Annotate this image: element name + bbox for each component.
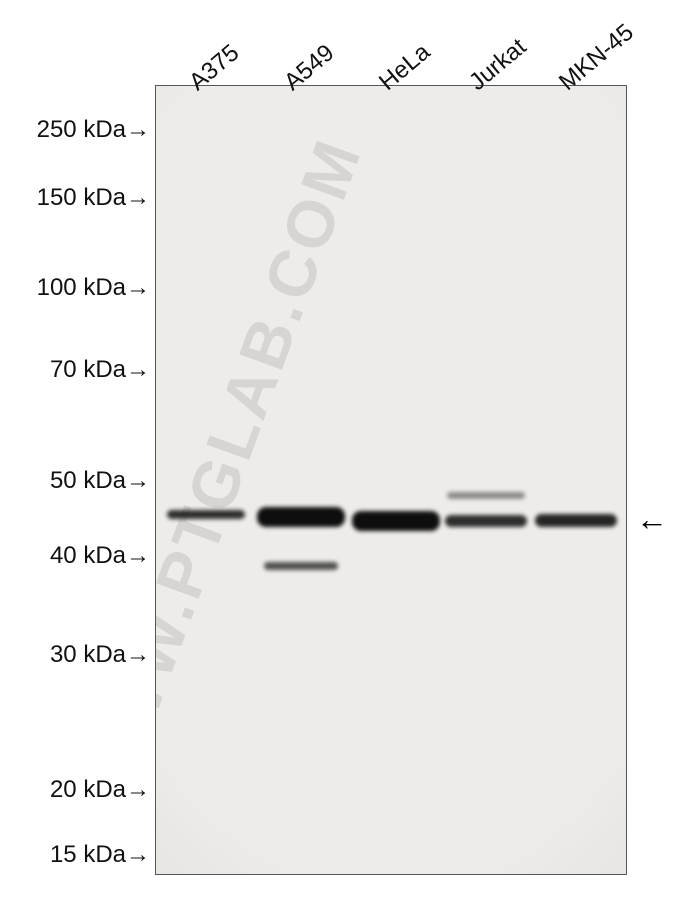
mw-label: 100 kDa→ [0,274,150,302]
arrow-right-icon: → [126,274,150,301]
mw-label: 30 kDa→ [0,641,150,669]
mw-value: 30 kDa [50,641,126,668]
arrow-right-icon: → [126,116,150,143]
arrow-right-icon: → [126,776,150,803]
protein-band [352,511,440,531]
arrow-right-icon: → [126,356,150,383]
mw-value: 40 kDa [50,542,126,569]
arrow-right-icon: → [126,467,150,494]
arrow-right-icon: → [126,841,150,868]
protein-band [167,510,245,519]
mw-value: 50 kDa [50,467,126,494]
mw-label: 150 kDa→ [0,184,150,212]
blot-membrane: WWW.PTGLAB.COM [155,85,627,875]
mw-value: 100 kDa [37,274,126,301]
mw-label: 70 kDa→ [0,356,150,384]
mw-label: 50 kDa→ [0,467,150,495]
mw-value: 70 kDa [50,356,126,383]
arrow-right-icon: → [126,641,150,668]
bands-layer [156,86,626,874]
protein-band [535,514,617,527]
mw-value: 150 kDa [37,184,126,211]
protein-band [445,515,527,527]
mw-label: 15 kDa→ [0,841,150,869]
protein-band [447,492,525,499]
mw-label: 40 kDa→ [0,542,150,570]
protein-band [257,507,345,527]
mw-value: 15 kDa [50,841,126,868]
mw-label: 250 kDa→ [0,116,150,144]
mw-label: 20 kDa→ [0,776,150,804]
protein-band [264,562,338,570]
western-blot-figure: WWW.PTGLAB.COM A375A549HeLaJurkatMKN-45 … [0,0,700,903]
arrow-right-icon: → [126,542,150,569]
mw-value: 20 kDa [50,776,126,803]
arrow-right-icon: → [126,184,150,211]
target-band-arrow-icon: ← [636,501,668,538]
mw-value: 250 kDa [37,116,126,143]
